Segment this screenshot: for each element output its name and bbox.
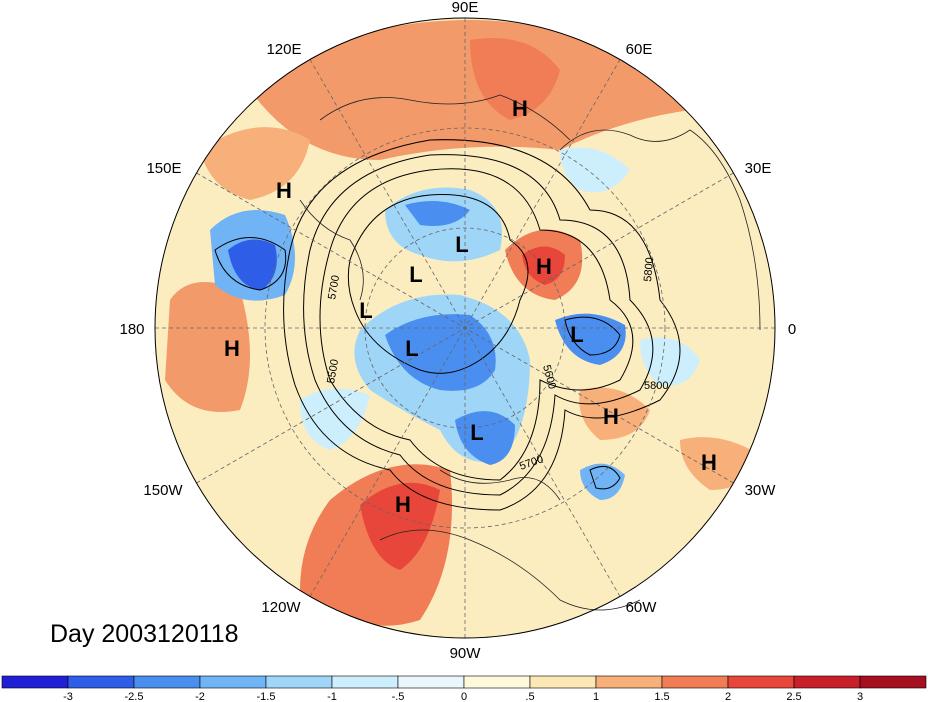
map-boundary [154,17,776,639]
high-pressure-center: H [224,336,240,361]
high-pressure-center: H [536,254,552,279]
colorbar-tick-label: -1 [327,691,337,702]
colorbar-swatch [859,675,927,689]
colorbar-swatch [331,675,399,689]
low-pressure-center: L [455,232,468,257]
colorbar-swatch [1,675,69,689]
high-pressure-center: H [512,96,528,121]
colorbar-tick-label: 3 [857,691,863,702]
colorbar-tick-label: .5 [525,691,534,702]
lon-label-150w: 150W [143,482,183,499]
colorbar-swatch [199,675,267,689]
colorbar-tick-label: -3 [63,691,73,702]
colorbar-tick-label: 1 [593,691,599,702]
contour-label: 5800 [642,257,656,282]
low-pressure-center: L [409,262,422,287]
colorbar-swatch [661,675,729,689]
high-pressure-center: H [701,450,717,475]
low-pressure-center: L [570,322,583,347]
contour-label: 5500 [325,358,341,384]
lon-label-30w: 30W [745,482,777,499]
graticule [155,18,775,638]
lon-label-90w: 90W [450,645,482,662]
colorbar-swatch [133,675,201,689]
colorbar-swatch [67,675,135,689]
colorbar-tick-label: -1.5 [257,691,276,702]
lon-label-90e: 90E [452,0,479,16]
date-label: Day 2003120118 [50,620,239,648]
lon-label-120w: 120W [261,599,301,616]
contour-label: 5800 [644,380,668,392]
colorbar-swatch [793,675,861,689]
colorbar-tick-label: -2.5 [125,691,144,702]
colorbar-tick-label: 0 [461,691,467,702]
high-pressure-center: H [603,404,619,429]
colorbar: -3 -2.5 -2 -1.5 -1 -.5 0 .5 1 1.5 2 2.5 3 [1,675,927,702]
low-pressure-center: L [405,336,418,361]
lon-label-120e: 120E [266,41,301,58]
coastlines [299,94,761,611]
colorbar-tick-label: -2 [195,691,205,702]
high-pressure-center: H [395,492,411,517]
colorbar-swatch [595,675,663,689]
colorbar-tick-label: -.5 [392,691,405,702]
colorbar-tick-label: 2 [725,691,731,702]
colorbar-swatch [727,675,795,689]
lon-label-60w: 60W [626,599,658,616]
contour-label: 5700 [326,274,342,300]
low-pressure-center: L [359,298,372,323]
high-pressure-center: H [276,178,292,203]
lon-label-0: 0 [788,321,796,338]
colorbar-swatch [463,675,531,689]
lon-label-180: 180 [119,321,144,338]
colorbar-swatch [265,675,333,689]
colorbar-swatch [529,675,597,689]
colorbar-swatch [397,675,465,689]
colorbar-tick-label: 2.5 [786,691,801,702]
lon-label-60e: 60E [626,41,653,58]
lon-label-30e: 30E [745,160,772,177]
low-pressure-center: L [470,420,483,445]
colorbar-tick-label: 1.5 [654,691,669,702]
height-contours [214,139,681,511]
lon-label-150e: 150E [146,160,181,177]
